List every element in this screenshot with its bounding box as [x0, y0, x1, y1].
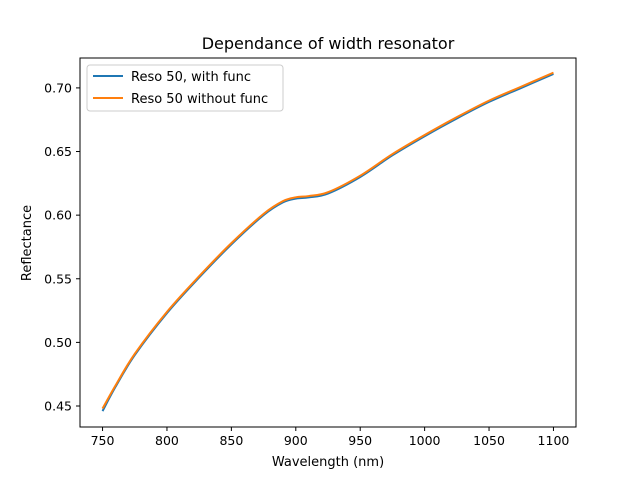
y-tick-label: 0.65 [44, 144, 72, 159]
x-axis: 750 800 850 900 950 1000 1050 1100 [91, 427, 570, 448]
legend-label-without-func: Reso 50 without func [131, 92, 268, 107]
x-tick-label: 1050 [473, 433, 505, 448]
legend-box [86, 64, 284, 112]
y-axis-label: Reflectance [20, 205, 35, 281]
x-tick-label: 1100 [538, 433, 570, 448]
plot-frame [79, 57, 577, 428]
x-tick-label: 850 [219, 433, 243, 448]
chart-title: Dependance of width resonator [202, 34, 455, 53]
y-tick-label: 0.70 [44, 80, 72, 95]
y-tick-label: 0.45 [44, 399, 72, 414]
x-tick-label: 800 [155, 433, 179, 448]
x-axis-label: Wavelength (nm) [272, 455, 384, 470]
series-line-without-func [101, 71, 554, 410]
series-line-with-func [101, 72, 554, 412]
legend-label-with-func: Reso 50, with func [131, 70, 251, 85]
y-tick-label: 0.55 [44, 271, 72, 286]
x-tick-label: 950 [348, 433, 372, 448]
x-tick-label: 1000 [409, 433, 441, 448]
x-tick-label: 750 [91, 433, 115, 448]
series-layer [101, 71, 554, 412]
y-tick-label: 0.50 [44, 335, 72, 350]
x-tick-label: 900 [284, 433, 308, 448]
y-axis: 0.45 0.50 0.55 0.60 0.65 0.70 [44, 80, 80, 414]
plot-area [79, 57, 577, 428]
y-tick-label: 0.60 [44, 208, 72, 223]
legend: Reso 50, with func Reso 50 without func [86, 64, 284, 112]
